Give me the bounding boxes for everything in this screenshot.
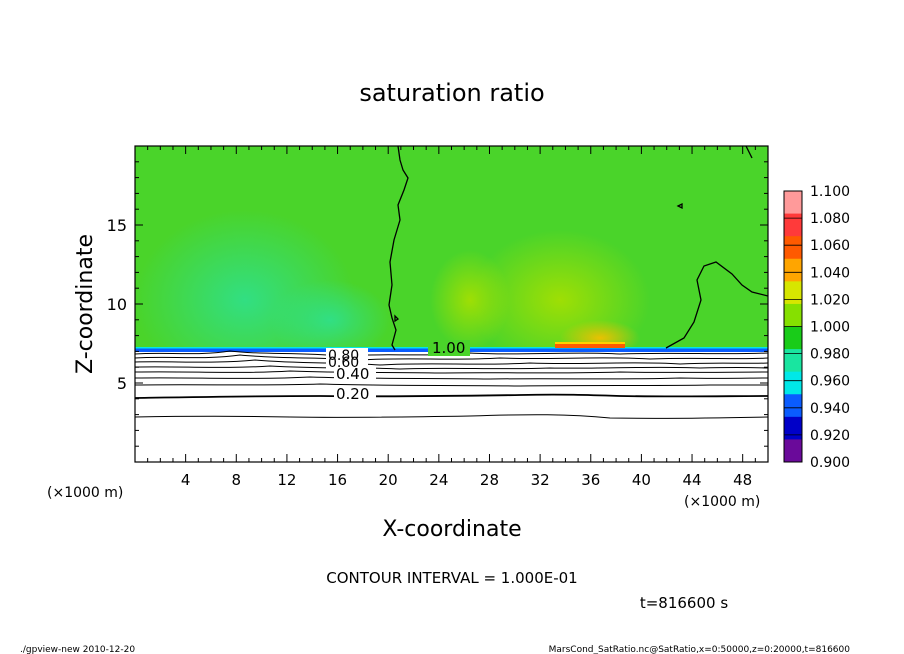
colorbar-label: 0.980	[810, 347, 850, 363]
colorbar-label: 0.900	[810, 455, 850, 471]
contour-line-030	[135, 383, 768, 387]
contour-label-bg-100	[428, 340, 470, 356]
contour-line-100-speck-2	[394, 314, 400, 323]
colorbar-label: 0.940	[810, 401, 850, 417]
x-unit-label-right: (×1000 m)	[684, 494, 760, 510]
x-tick-label: 28	[480, 471, 499, 489]
colorbar-label: 0.920	[810, 428, 850, 444]
x-tick-label: 8	[232, 471, 242, 489]
colorbar-swatch	[784, 439, 802, 463]
contour-label-bg-020	[334, 386, 376, 401]
colorbar-swatch	[784, 258, 802, 282]
boundary-band-warm	[555, 342, 625, 344]
x-tick-label: 16	[328, 471, 347, 489]
colorbar-swatch	[784, 326, 802, 350]
colorbar-swatch	[784, 394, 802, 418]
x-unit-label-left: (×1000 m)	[47, 485, 123, 501]
contour-label-080: 0.80	[328, 348, 359, 364]
x-tick-label: 4	[181, 471, 191, 489]
colorbar-swatch	[784, 281, 802, 305]
time-label: t=816600 s	[640, 594, 728, 612]
x-tick-label: 12	[277, 471, 296, 489]
contour-interval-text: CONTOUR INTERVAL = 1.000E-01	[326, 569, 577, 587]
x-tick-label: 48	[733, 471, 752, 489]
field-high-region-2	[430, 250, 510, 350]
contour-line-050	[135, 370, 768, 374]
x-tick-label: 24	[429, 471, 448, 489]
footer-right: MarsCond_SatRatio.nc@SatRatio,x=0:50000,…	[549, 645, 851, 654]
contour-line-100-right	[665, 261, 768, 349]
contour-line-100-mid	[388, 146, 409, 351]
colorbar-swatch	[784, 236, 802, 260]
y-axis: 5 10 15	[107, 145, 768, 463]
x-tick-label: 40	[632, 471, 651, 489]
colorbar-label: 1.000	[810, 320, 850, 336]
field-low-region-2	[270, 280, 390, 360]
y-axis-title: Z-coordinate	[73, 234, 98, 374]
contour-line-080	[135, 354, 768, 361]
contour-line-070	[135, 359, 768, 366]
contour-label-060: 0.60	[328, 355, 359, 371]
footer-left: ./gpview-new 2010-12-20	[20, 645, 135, 654]
colorbar-label: 1.100	[810, 184, 850, 200]
colorbar-label: 1.020	[810, 292, 850, 308]
colorbar-label: 1.060	[810, 238, 850, 254]
x-tick-label: 36	[581, 471, 600, 489]
x-tick-label: 20	[379, 471, 398, 489]
chart-title: saturation ratio	[359, 79, 544, 107]
colorbar-swatch	[784, 191, 802, 215]
contour-label-100: 1.00	[432, 339, 465, 357]
colorbar-label: 1.080	[810, 211, 850, 227]
contour-line-100-top	[745, 146, 753, 159]
colorbar-swatch	[784, 303, 802, 327]
colorbar-swatch	[784, 371, 802, 395]
contour-line-040	[135, 376, 768, 380]
colorbar-swatch	[784, 416, 802, 440]
x-tick-label: 32	[531, 471, 550, 489]
colorbar: 1.100 1.080 1.060 1.040 1.020 1.000 0.980 0.960…	[783, 184, 850, 471]
x-axis-title: X-coordinate	[382, 517, 521, 542]
y-tick-label: 10	[107, 295, 127, 314]
colorbar-swatch	[784, 213, 802, 237]
x-axis: 4 8 12 16 20 24 28 32 36 40 44 48	[134, 146, 769, 489]
colorbar-label: 1.040	[810, 265, 850, 281]
y-tick-label: 15	[107, 216, 127, 235]
colorbar-swatch	[784, 349, 802, 373]
contour-line-020	[135, 393, 768, 399]
field-lower	[135, 351, 768, 462]
boundary-band-hot	[555, 344, 625, 348]
y-tick-label: 5	[117, 374, 127, 393]
colorbar-label: 0.960	[810, 374, 850, 390]
contour-label-bg-040	[334, 366, 376, 381]
x-tick-label: 44	[682, 471, 701, 489]
contour-label-020: 0.20	[336, 385, 369, 403]
plot-area	[135, 146, 768, 462]
contour-label-040: 0.40	[336, 365, 369, 383]
contour-line-100-speck	[676, 202, 683, 210]
contour-line-060	[135, 365, 768, 370]
contour-line-010	[135, 414, 768, 419]
